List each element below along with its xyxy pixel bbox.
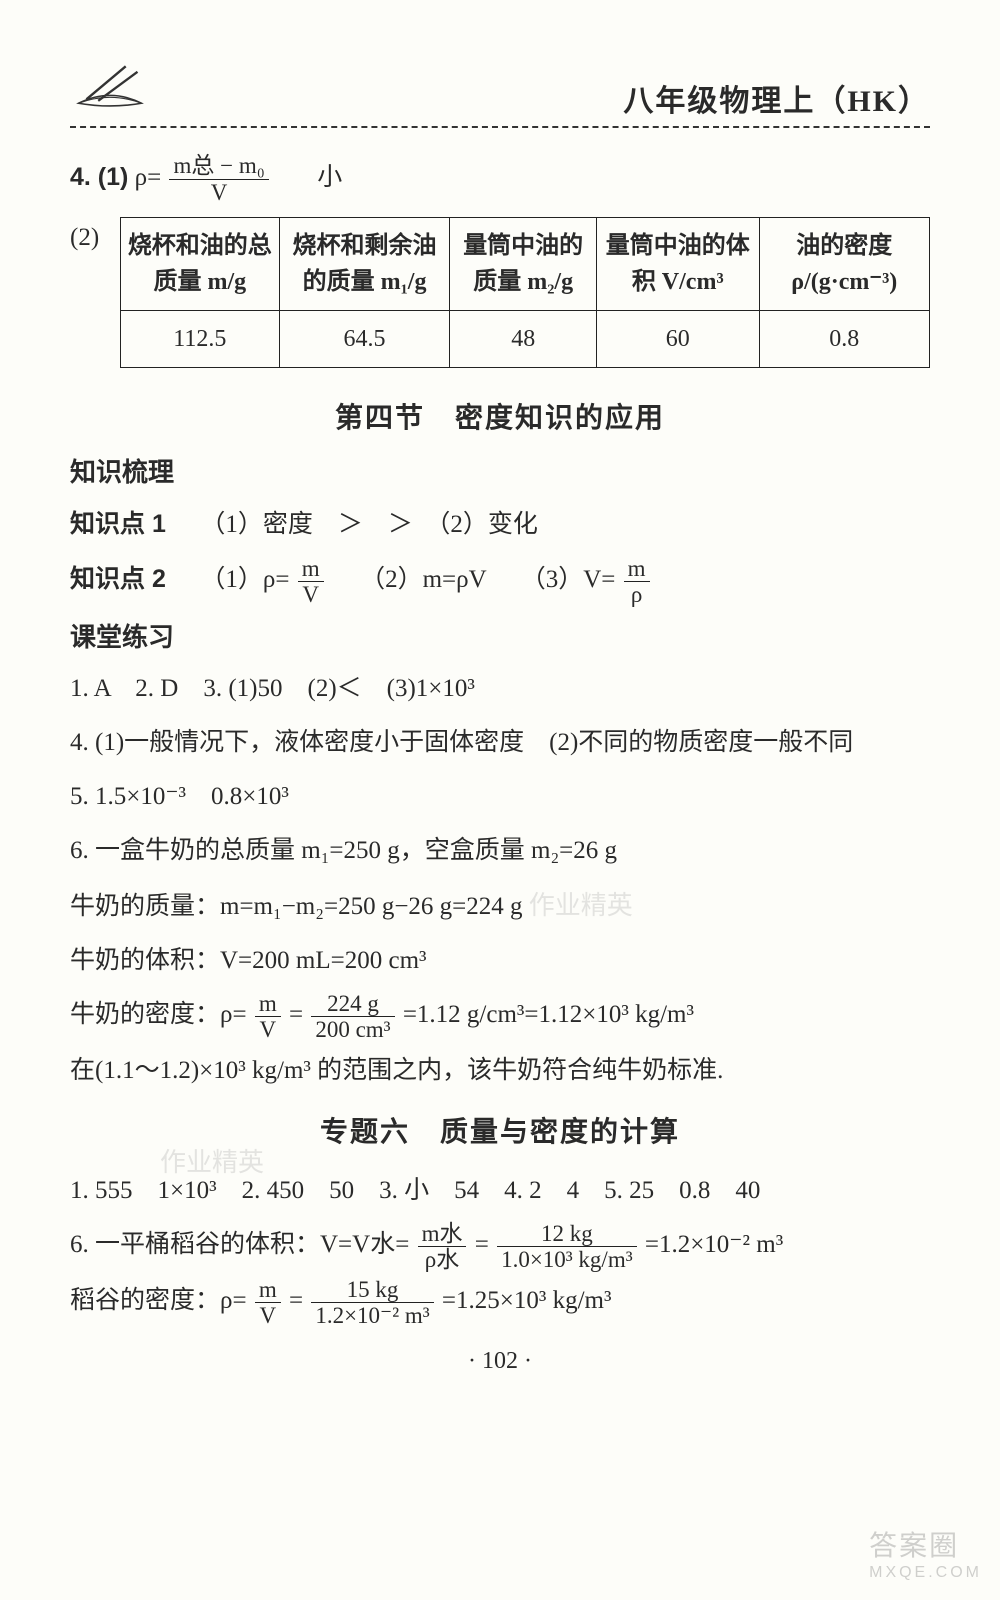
table-header: 油的密度 ρ/(g·cm⁻³)	[759, 218, 929, 311]
header-rule	[70, 126, 930, 128]
table-cell: 0.8	[759, 311, 929, 368]
kp1-text: （1）密度 ＞ ＞ （2）变化	[200, 511, 538, 538]
kp2-p1-pre: （1）ρ=	[200, 566, 289, 593]
q4-prefix: 4. (1)	[70, 163, 128, 191]
q4-part1: 4. (1) ρ= m总 − m₀ V 小	[70, 152, 930, 205]
kt-line3: 5. 1.5×10⁻³ 0.8×10³	[70, 772, 930, 822]
kt-q6-l1: 6. 一盒牛奶的总质量 m₁=250 g，空盒质量 m₂=26 g	[70, 826, 930, 876]
page-header: 八年级物理上（HK）	[70, 60, 930, 120]
header-title: 八年级物理上（HK）	[623, 76, 930, 120]
table-cell: 60	[596, 311, 759, 368]
kt-line2: 4. (1)一般情况下，液体密度小于固体密度 (2)不同的物质密度一般不同	[70, 718, 930, 768]
kp2-p1-frac: m V	[298, 556, 324, 608]
kp2: 知识点 2 （1）ρ= m V （2）m=ρV （3）V= m ρ	[70, 554, 930, 607]
zhishi-shuli-head: 知识梳理	[70, 452, 930, 489]
table-cell: 64.5	[279, 311, 450, 368]
kt-q6-l4: 牛奶的密度：ρ= m V = 224 g 200 cm³ =1.12 g/cm³…	[70, 990, 930, 1042]
page: 八年级物理上（HK） 4. (1) ρ= m总 − m₀ V 小 (2) 烧杯和…	[0, 0, 1000, 1600]
q4-rho: ρ	[135, 164, 147, 191]
kt-q6-l3: 牛奶的体积：V=200 mL=200 cm³	[70, 936, 930, 986]
kp2-p3-frac: m ρ	[624, 556, 650, 608]
faint-watermark: 作业精英	[529, 880, 633, 932]
q4-table: 烧杯和油的总质量 m/g 烧杯和剩余油的质量 m₁/g 量筒中油的质量 m₂/g…	[120, 217, 930, 368]
section4-title: 第四节 密度知识的应用	[70, 396, 930, 436]
page-number: · 102 ·	[70, 1348, 930, 1375]
table-header-row: 烧杯和油的总质量 m/g 烧杯和剩余油的质量 m₁/g 量筒中油的质量 m₂/g…	[121, 218, 930, 311]
topic6-q6b: 稻谷的密度：ρ= m V = 15 kg 1.2×10⁻² m³ =1.25×1…	[70, 1276, 930, 1328]
table-header: 量筒中油的质量 m₂/g	[450, 218, 597, 311]
book-icon	[70, 60, 150, 120]
corner-watermark: 答案圈 MXQE.COM	[869, 1524, 982, 1582]
table-header: 烧杯和剩余油的质量 m₁/g	[279, 218, 450, 311]
faint-watermark-2: 作业精英	[160, 1142, 264, 1179]
table-cell: 48	[450, 311, 597, 368]
table-row: 112.5 64.5 48 60 0.8	[121, 311, 930, 368]
ketang-head: 课堂练习	[70, 617, 930, 654]
q4-fraction: m总 − m₀ V	[169, 153, 268, 205]
kp1-label: 知识点 1	[70, 510, 166, 538]
watermark-main: 答案圈	[869, 1530, 959, 1561]
table-header: 烧杯和油的总质量 m/g	[121, 218, 280, 311]
table-header: 量筒中油的体积 V/cm³	[596, 218, 759, 311]
q4-part2-prefix: (2)	[70, 213, 120, 263]
kp2-label: 知识点 2	[70, 565, 166, 593]
kt-q6-l2: 牛奶的质量：m=m₁−m₂=250 g−26 g=224 g 作业精英	[70, 880, 930, 932]
kp1: 知识点 1 （1）密度 ＞ ＞ （2）变化	[70, 499, 930, 550]
kp2-p3-pre: （3）V=	[521, 566, 616, 593]
kt-line1: 1. A 2. D 3. (1)50 (2)＜ (3)1×10³	[70, 664, 930, 714]
kt-q6-l5: 在(1.1～1.2)×10³ kg/m³ 的范围之内，该牛奶符合纯牛奶标准.	[70, 1046, 930, 1096]
kp2-p2: （2）m=ρV	[360, 566, 486, 593]
watermark-sub: MXQE.COM	[869, 1564, 982, 1582]
topic6-q6: 6. 一平桶稻谷的体积：V=V水= m水 ρ水 = 12 kg 1.0×10³ …	[70, 1220, 930, 1272]
q4-part2: (2) 烧杯和油的总质量 m/g 烧杯和剩余油的质量 m₁/g 量筒中油的质量 …	[70, 209, 930, 382]
q4-tail: 小	[317, 164, 342, 191]
table-cell: 112.5	[121, 311, 280, 368]
